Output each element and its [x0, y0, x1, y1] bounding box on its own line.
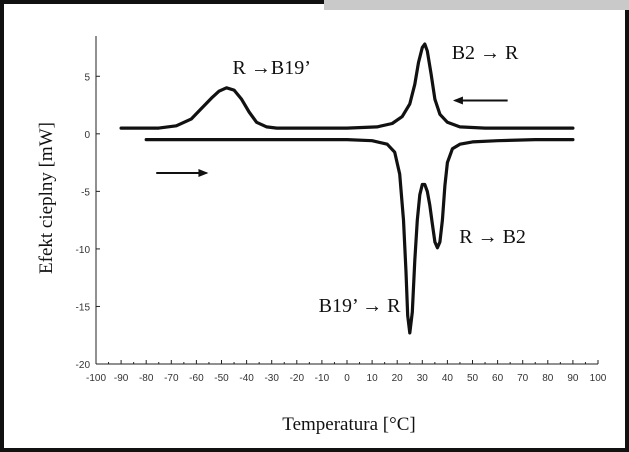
top-gray-strip [324, 0, 629, 10]
y-tick-label: -15 [76, 302, 91, 313]
peak-annotation: B2 → R [452, 42, 519, 64]
peak-annotation: B19’ → R [319, 295, 402, 317]
x-tick-label: -50 [214, 373, 229, 384]
x-tick-label: -100 [86, 373, 106, 384]
x-tick-label: -70 [164, 373, 179, 384]
y-tick-label: -10 [76, 245, 91, 256]
cooling-curve [119, 42, 575, 130]
arrow-head [198, 168, 209, 177]
axes: -100 -90 -80 -70 -60 -50 -40 -30 -20 -10 0 10 20 30 40… [76, 36, 607, 384]
x-tick-label: 50 [467, 373, 479, 384]
x-tick-label: 60 [492, 373, 504, 384]
x-axis-label: Temperatura [°C] [282, 414, 415, 435]
peak-annotation: R →B19’ [233, 57, 311, 79]
y-tick-label: 5 [84, 72, 90, 83]
x-tick-label: 10 [367, 373, 379, 384]
y-tick-label: -5 [81, 187, 90, 198]
series-layer [119, 42, 575, 335]
x-tick-label: 100 [590, 373, 607, 384]
heating-curve [144, 138, 575, 335]
y-tick-label: -20 [76, 360, 91, 371]
x-tick-label: -90 [114, 373, 129, 384]
x-tick-label: -30 [264, 373, 279, 384]
x-tick-label: -40 [239, 373, 254, 384]
peak-annotation: R → B2 [459, 226, 526, 248]
annotation-layer: R →B19’ B2 → R R → B2 B19’ → R [156, 42, 526, 317]
x-tick-label: 80 [542, 373, 554, 384]
x-tick-label: 20 [392, 373, 404, 384]
arrow-head [452, 96, 463, 105]
x-tick-label: 70 [517, 373, 529, 384]
x-tick-label: -10 [315, 373, 330, 384]
x-tick-label: -80 [139, 373, 154, 384]
x-tick-label: 0 [344, 373, 350, 384]
x-tick-label: 30 [417, 373, 429, 384]
x-tick-label: -20 [290, 373, 305, 384]
x-tick-label: 90 [567, 373, 579, 384]
x-tick-label: -60 [189, 373, 204, 384]
x-tick-label: 40 [442, 373, 454, 384]
y-axis-label: Efekt cieplny [mW] [36, 122, 57, 274]
y-tick-label: 0 [84, 130, 90, 141]
